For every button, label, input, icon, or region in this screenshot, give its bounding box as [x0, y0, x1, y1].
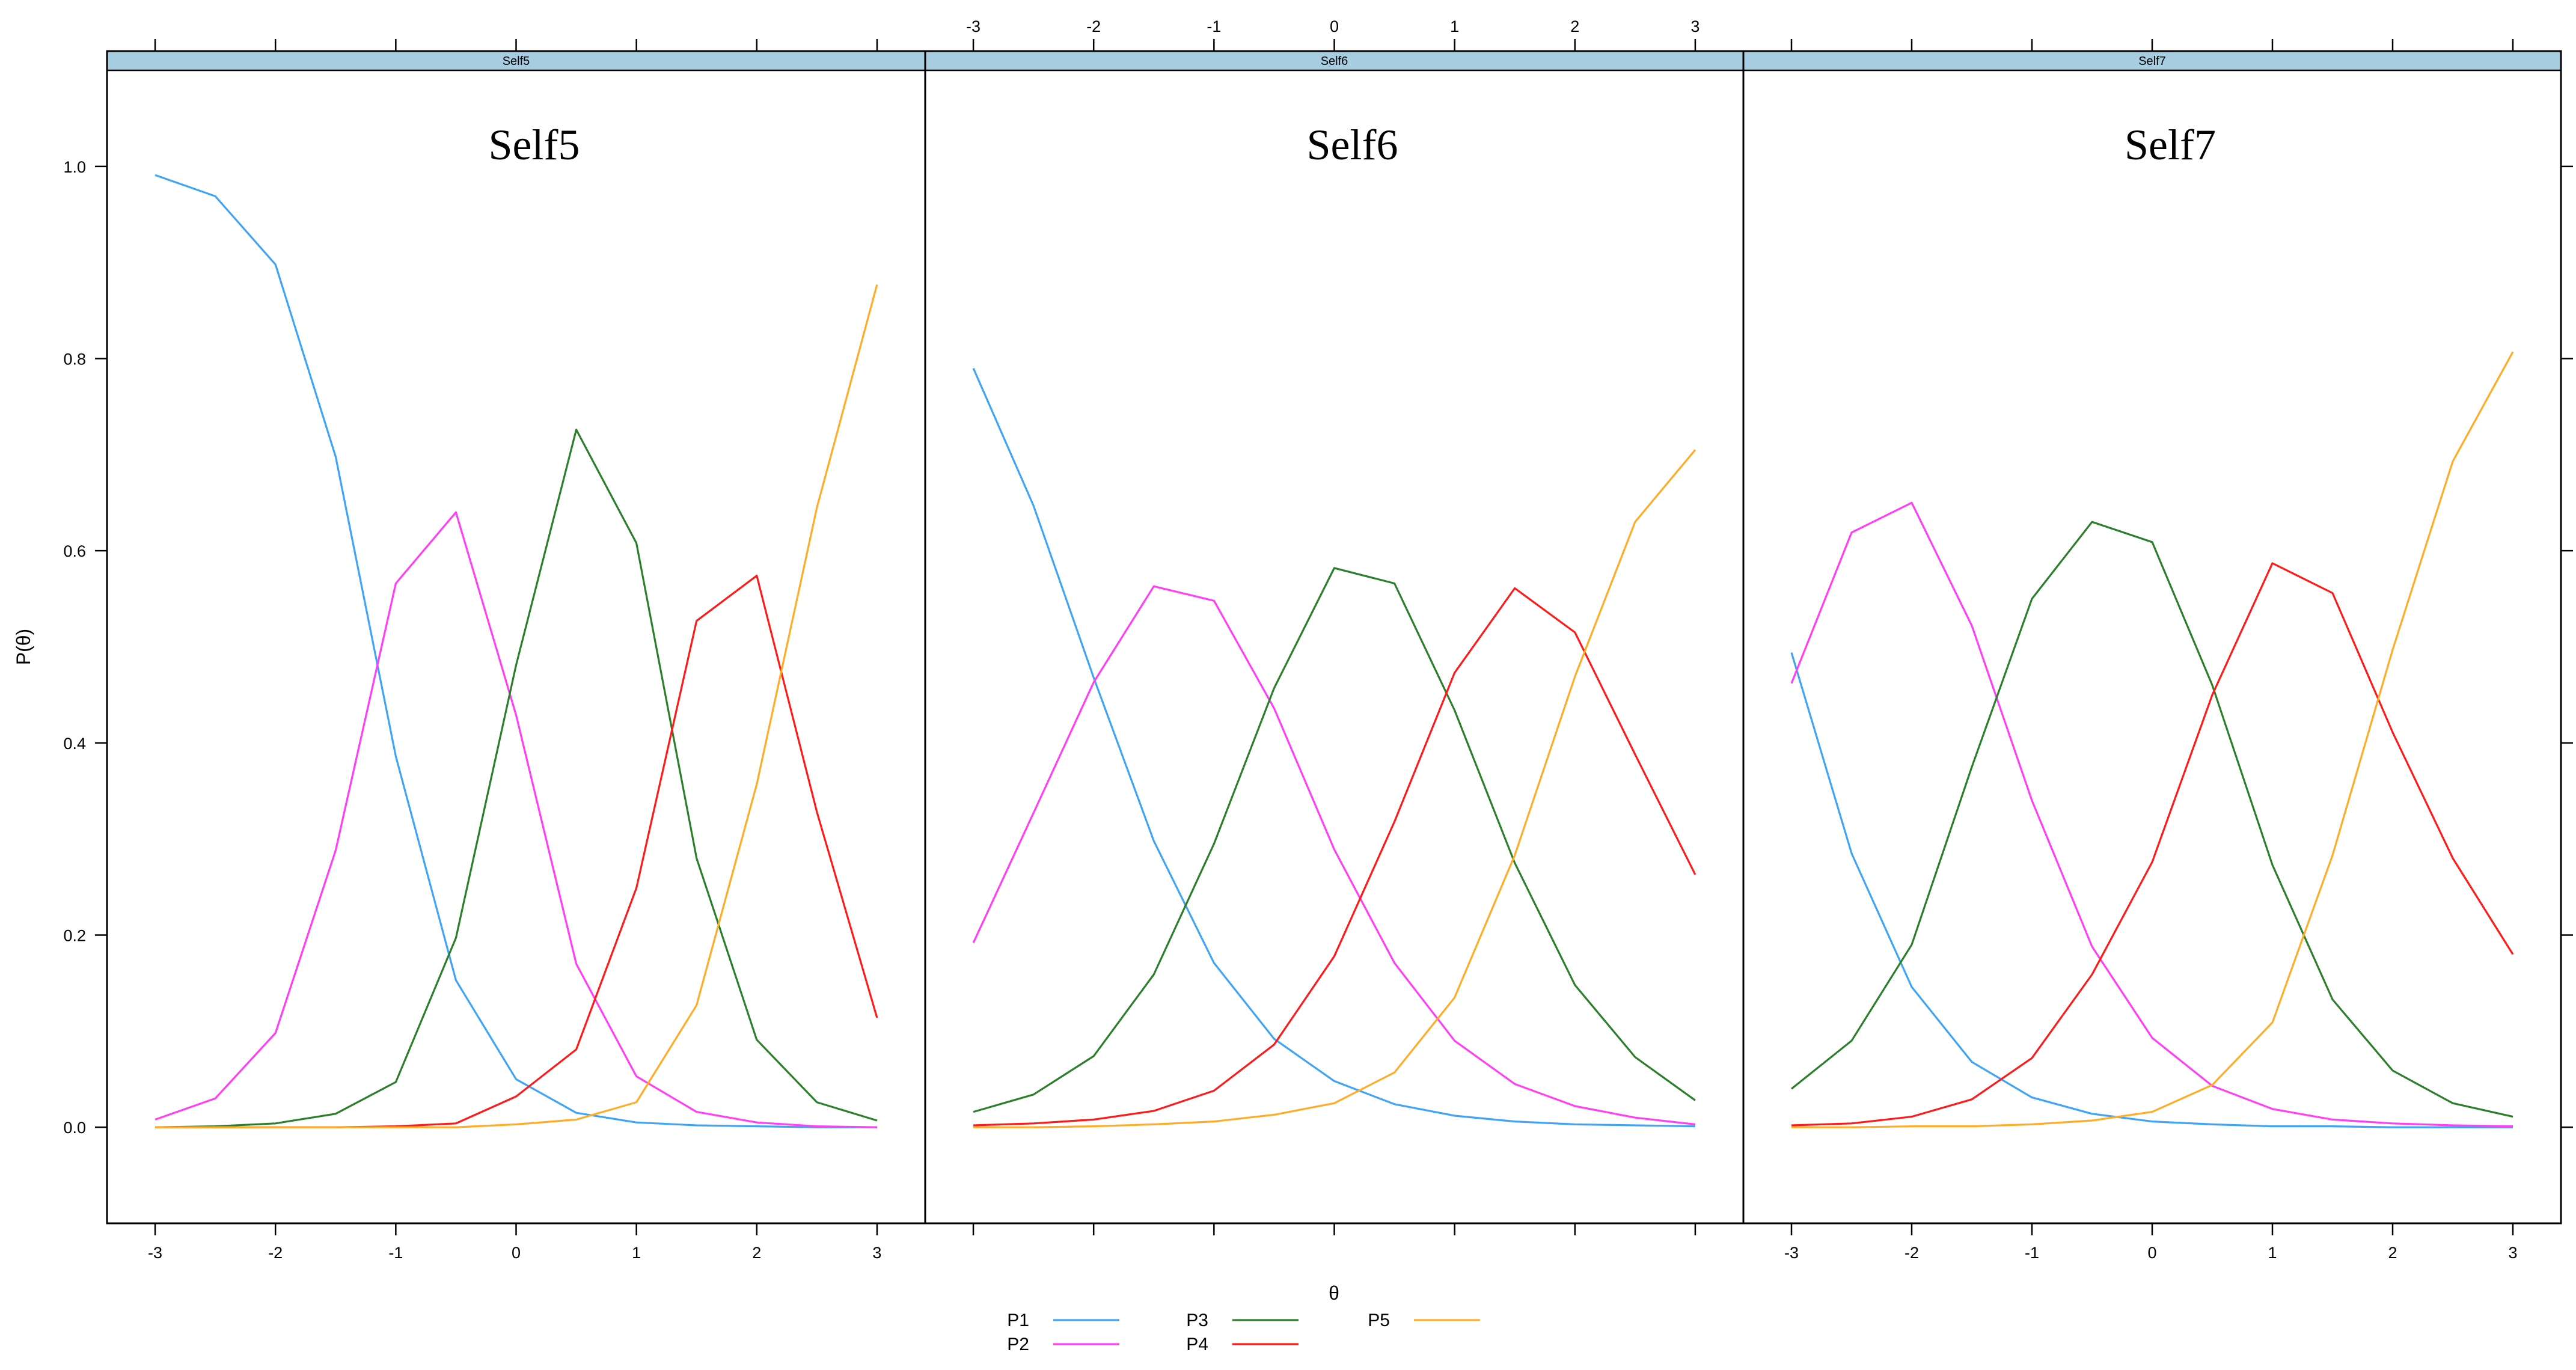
curve-p1 — [972, 367, 1695, 1128]
panel-title: Self7 — [2125, 121, 2216, 169]
curve-p2 — [154, 511, 877, 1128]
legend-item-p1: P1 — [1007, 1310, 1119, 1330]
axes: -3 -2 -1 0 1 2 3 -3 -2 -1 0 1 2 3 -3 -2 -1 0 1 2 3 0.0 0.2 0.4 0… — [63, 17, 2573, 1262]
y-tick-label: 0.0 — [63, 1119, 86, 1137]
x-tick-label: 3 — [1690, 17, 1699, 35]
y-tick-label: 0.8 — [63, 350, 86, 368]
panel-self5: Self5 Self5 — [106, 50, 926, 1225]
curve-p1 — [154, 174, 877, 1128]
curve-p4 — [1791, 562, 2514, 1127]
x-tick-label: -1 — [388, 1244, 403, 1262]
x-tick-label: 0 — [1330, 17, 1339, 35]
x-tick-label: 2 — [1570, 17, 1579, 35]
panel-frame — [1742, 50, 2562, 1225]
x-tick-label: 0 — [512, 1244, 521, 1262]
x-tick-label: 2 — [752, 1244, 761, 1262]
curve-p3 — [973, 567, 1696, 1113]
x-axis-title: θ — [1329, 1282, 1339, 1304]
curve-p5 — [155, 284, 878, 1128]
curve-p2 — [972, 585, 1696, 1125]
panel-self7: Self7 Self7 — [1742, 50, 2562, 1225]
legend-label: P3 — [1186, 1310, 1208, 1330]
legend-label: P1 — [1007, 1310, 1029, 1330]
x-tick-label: -2 — [1904, 1244, 1919, 1262]
x-tick-label: -3 — [1784, 1244, 1799, 1262]
x-tick-label: -1 — [1207, 17, 1221, 35]
x-tick-label: -3 — [148, 1244, 162, 1262]
legend-item-p3: P3 — [1186, 1310, 1299, 1330]
x-tick-label: -3 — [966, 17, 981, 35]
legend-label: P4 — [1186, 1335, 1208, 1354]
x-tick-label: 1 — [2268, 1244, 2277, 1262]
panel-strip-label: Self5 — [503, 55, 530, 68]
x-tick-label: -2 — [1086, 17, 1101, 35]
y-tick-label: 1.0 — [63, 158, 86, 176]
x-tick-label: 3 — [872, 1244, 881, 1262]
panels: Self5 Self5 Self6 Self6 Self7 Self7 — [106, 50, 2562, 1225]
panel-self6: Self6 Self6 — [924, 50, 1745, 1225]
x-tick-label: -2 — [268, 1244, 283, 1262]
legend: P1 P2 P3 P4 P5 — [1007, 1310, 1480, 1354]
x-tick-label: 3 — [2508, 1244, 2517, 1262]
panel-strip — [924, 50, 1745, 72]
legend-item-p5: P5 — [1368, 1310, 1480, 1330]
legend-item-p2: P2 — [1007, 1335, 1119, 1354]
x-tick-label: 0 — [2147, 1244, 2156, 1262]
x-tick-label: -1 — [2025, 1244, 2039, 1262]
panel-frame — [106, 50, 926, 1225]
curve-p2 — [1790, 501, 2513, 1128]
curve-p5 — [973, 449, 1696, 1128]
x-tick-label: 1 — [1450, 17, 1459, 35]
panel-strip-label: Self6 — [1321, 55, 1348, 68]
panel-title: Self6 — [1307, 121, 1398, 169]
legend-label: P5 — [1368, 1310, 1390, 1330]
y-axis-title: P(θ) — [13, 629, 34, 665]
curve-p4 — [973, 587, 1696, 1127]
y-tick-label: 0.2 — [63, 927, 86, 945]
curve-p3 — [1791, 521, 2513, 1118]
y-tick-label: 0.6 — [63, 542, 86, 560]
panel-strip-label: Self7 — [2138, 55, 2166, 68]
curve-p4 — [155, 575, 878, 1128]
panel-frame — [924, 50, 1745, 1225]
curve-p5 — [1791, 351, 2514, 1128]
legend-label: P2 — [1007, 1335, 1029, 1354]
x-tick-label: 2 — [2388, 1244, 2397, 1262]
legend-item-p4: P4 — [1186, 1335, 1299, 1354]
y-tick-label: 0.4 — [63, 735, 86, 753]
panel-title: Self5 — [489, 121, 580, 169]
curve-p1 — [1790, 652, 2513, 1128]
x-tick-label: 1 — [632, 1244, 641, 1262]
curve-p3 — [155, 429, 878, 1128]
